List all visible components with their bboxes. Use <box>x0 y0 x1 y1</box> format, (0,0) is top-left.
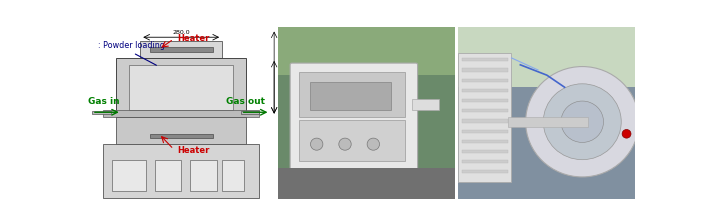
Bar <box>103 110 259 116</box>
Circle shape <box>622 129 631 138</box>
Bar <box>462 69 508 72</box>
Bar <box>462 160 508 163</box>
Bar <box>462 109 508 112</box>
Circle shape <box>561 101 604 142</box>
Text: 145.0: 145.0 <box>280 80 285 95</box>
Bar <box>112 160 146 191</box>
Bar <box>462 140 508 143</box>
Bar <box>191 160 217 191</box>
Bar <box>222 160 244 191</box>
Circle shape <box>526 67 639 177</box>
FancyBboxPatch shape <box>290 63 417 170</box>
Text: 280.0: 280.0 <box>172 30 190 35</box>
Bar <box>277 168 455 199</box>
Text: : Powder loading: : Powder loading <box>97 41 164 50</box>
Bar <box>140 41 222 58</box>
Bar <box>462 99 508 102</box>
Bar <box>150 134 213 138</box>
Bar <box>277 27 455 75</box>
Text: Gas in: Gas in <box>88 97 120 106</box>
Bar <box>508 116 587 127</box>
Bar <box>103 144 259 198</box>
Circle shape <box>311 138 323 150</box>
Bar <box>116 58 246 116</box>
Text: Heater: Heater <box>177 146 210 155</box>
Bar <box>458 27 635 87</box>
Bar <box>462 119 508 123</box>
Bar <box>462 58 508 61</box>
Bar <box>462 89 508 92</box>
Bar <box>310 82 391 110</box>
Bar <box>412 99 439 110</box>
Bar <box>299 120 405 162</box>
Text: 420.0: 420.0 <box>285 66 290 81</box>
Text: Heater: Heater <box>177 34 210 43</box>
Circle shape <box>544 84 621 160</box>
Bar <box>116 116 246 144</box>
Bar <box>462 150 508 153</box>
Circle shape <box>339 138 351 150</box>
Bar <box>462 130 508 133</box>
Bar <box>155 160 181 191</box>
Bar <box>92 110 111 114</box>
Bar <box>462 170 508 173</box>
Bar <box>129 65 233 110</box>
Bar <box>150 47 213 52</box>
Text: Gas out: Gas out <box>226 97 265 106</box>
Bar <box>458 53 511 182</box>
Bar <box>462 79 508 82</box>
Bar <box>299 72 405 116</box>
Bar <box>241 110 259 114</box>
Circle shape <box>367 138 380 150</box>
